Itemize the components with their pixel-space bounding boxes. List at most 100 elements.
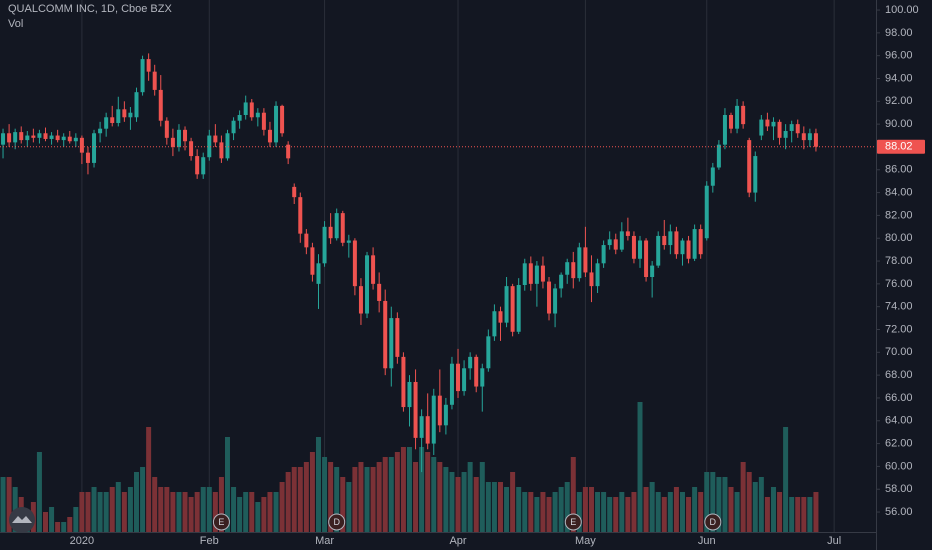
volume-bar — [346, 482, 352, 532]
volume-bar — [595, 492, 601, 532]
volume-bar — [631, 492, 637, 532]
volume-bar — [485, 482, 491, 532]
x-tick-label: Jun — [698, 535, 716, 547]
volume-bar — [419, 447, 425, 532]
candle-body — [328, 226, 333, 239]
volume-bar — [382, 457, 388, 532]
candle-body — [183, 129, 188, 142]
volume-bar — [667, 492, 673, 532]
volume-bar — [394, 452, 400, 532]
volume-bar — [467, 462, 473, 532]
event-marker — [328, 513, 346, 531]
candle-body — [158, 89, 163, 121]
candle-body — [213, 135, 218, 143]
candle-body — [492, 311, 497, 337]
volume-bar — [588, 487, 594, 532]
volume-bar — [777, 492, 783, 532]
candle-body — [219, 142, 224, 159]
volume-bar — [783, 427, 789, 532]
candle-body — [395, 318, 400, 357]
candle-body — [365, 255, 370, 314]
candle-body — [419, 416, 424, 438]
volume-bar — [358, 462, 364, 532]
volume-bar — [206, 487, 212, 532]
y-tick-label: 66.00 — [885, 392, 913, 404]
candle-body — [37, 133, 42, 138]
volume-bar — [188, 497, 194, 532]
volume-bar — [601, 492, 607, 532]
candle-body — [110, 117, 115, 123]
volume-bar — [73, 507, 79, 532]
volume-bar — [285, 472, 291, 532]
candle-body — [619, 231, 624, 250]
candle-body — [31, 135, 36, 138]
candle-body — [49, 135, 54, 139]
volume-bar — [121, 492, 127, 532]
candle-body — [140, 59, 145, 93]
volume-bar — [133, 472, 139, 532]
candle-body — [716, 144, 721, 168]
volume-bar — [243, 492, 249, 532]
x-tick-label: 2020 — [70, 535, 94, 547]
x-tick-label: May — [575, 535, 596, 547]
volume-bar — [673, 487, 679, 532]
volume-bar — [758, 477, 764, 532]
candle-body — [807, 133, 812, 141]
volume-bar — [534, 497, 540, 532]
candle-body — [813, 133, 818, 147]
x-tick-label: Jul — [827, 535, 841, 547]
candle-body — [504, 286, 509, 323]
candle-body — [55, 135, 60, 141]
volume-layer — [0, 402, 819, 532]
candle-body — [437, 395, 442, 426]
candle-body — [431, 395, 436, 444]
volume-bar — [582, 487, 588, 532]
volume-bar — [85, 492, 91, 532]
candle-body — [662, 235, 667, 246]
candle-body — [243, 102, 248, 116]
volume-bar — [91, 487, 97, 532]
volume-bar — [103, 492, 109, 532]
candle-body — [98, 128, 103, 134]
candle-body — [146, 59, 151, 72]
volume-bar — [158, 487, 164, 532]
candle-body — [462, 368, 467, 392]
candle-body — [735, 105, 740, 129]
volume-bar — [340, 477, 346, 532]
volume-bar — [692, 487, 698, 532]
y-tick-label: 80.00 — [885, 232, 913, 244]
candle-body — [1, 133, 6, 145]
event-marker — [564, 513, 582, 531]
candle-body — [656, 235, 661, 266]
y-tick-label: 56.00 — [885, 506, 913, 518]
y-tick-label: 72.00 — [885, 323, 913, 335]
axes-layer: 56.00 58.00 60.00 62.00 64.00 66.00 68.00 70.00… — [70, 4, 925, 547]
volume-bar — [516, 487, 522, 532]
volume-bar — [655, 492, 661, 532]
y-tick-label: 58.00 — [885, 483, 913, 495]
volume-bar — [522, 492, 528, 532]
volume-bar — [297, 467, 303, 532]
volume-bar — [212, 492, 218, 532]
volume-bar — [686, 497, 692, 532]
candle-body — [456, 363, 461, 392]
volume-bar — [400, 447, 406, 532]
candle-body — [607, 239, 612, 246]
volume-bar — [661, 497, 667, 532]
candle-body — [795, 124, 800, 134]
x-tick-label: Feb — [200, 535, 219, 547]
candle-body — [625, 231, 630, 236]
candle-body — [474, 356, 479, 387]
volume-bar — [722, 477, 728, 532]
candle-body — [358, 286, 363, 314]
candle-body — [231, 120, 236, 134]
volume-bar — [315, 437, 321, 532]
candle-body — [334, 213, 339, 239]
volume-bar — [570, 457, 576, 532]
y-tick-label: 76.00 — [885, 278, 913, 290]
candle-body — [316, 263, 321, 284]
volume-bar — [55, 522, 61, 532]
volume-bar — [6, 477, 12, 532]
volume-bar — [449, 472, 455, 532]
volume-bar — [364, 467, 370, 532]
